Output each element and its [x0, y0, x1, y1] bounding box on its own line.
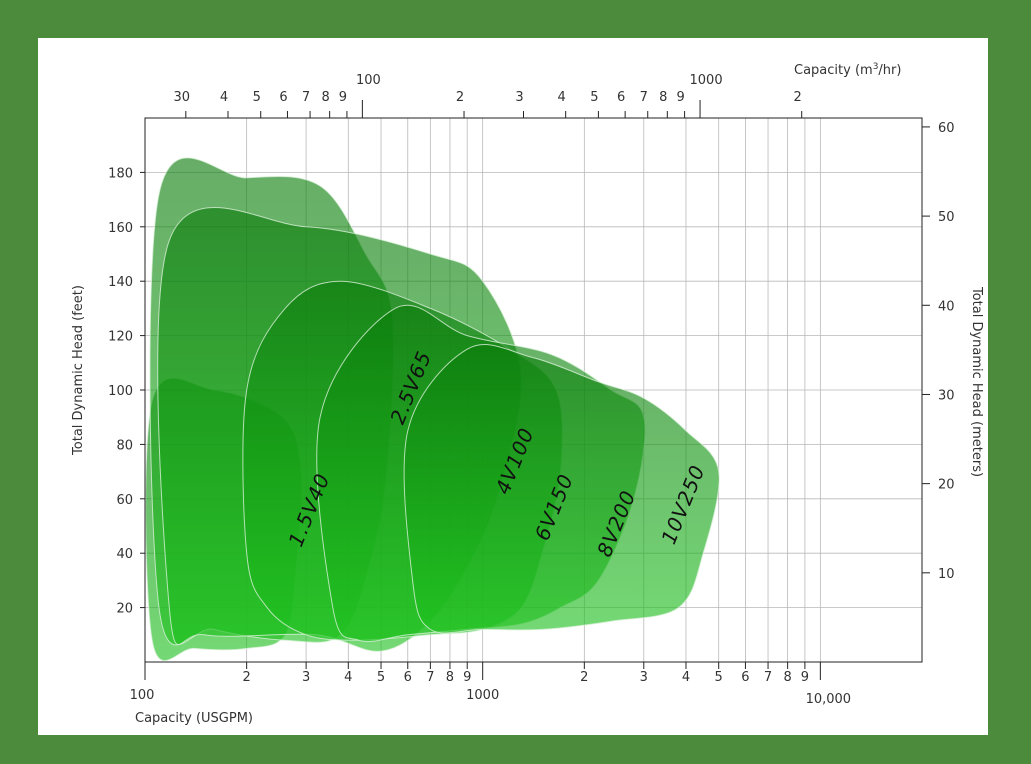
x2-tick-label: 30: [174, 90, 191, 105]
x2-tick-label: 7: [640, 90, 648, 105]
x-tick-label: 8: [446, 670, 454, 685]
y2-tick-label: 60: [938, 121, 955, 136]
x-tick-label: 9: [463, 670, 471, 685]
x2-tick-label: 2: [794, 90, 802, 105]
y-tick-label: 120: [108, 330, 133, 345]
x-tick-label: 2: [580, 670, 588, 685]
y2-tick-label: 10: [938, 567, 955, 582]
x2-tick-label: 4: [558, 90, 566, 105]
x-tick-label: 2: [243, 670, 251, 685]
x-tick-label: 5: [377, 670, 385, 685]
x-tick-label: 9: [801, 670, 809, 685]
axes: [140, 100, 930, 680]
x-tick-label: 7: [764, 670, 772, 685]
y-tick-label: 60: [116, 493, 133, 508]
x-tick-label: 3: [640, 670, 648, 685]
x2-tick-label: 6: [279, 90, 287, 105]
y-axis-title: Total Dynamic Head (feet): [71, 285, 86, 456]
x-tick-label: 1000: [466, 688, 499, 703]
y2-axis-title: Total Dynamic Head (meters): [969, 286, 984, 477]
x2-tick-label: 9: [339, 90, 347, 105]
x-tick-label: 3: [302, 670, 310, 685]
y-tick-label: 80: [116, 438, 133, 453]
x2-tick-label: 100: [356, 73, 381, 88]
y2-tick-label: 30: [938, 388, 955, 403]
region-10v250: [403, 344, 720, 634]
x2-tick-label: 6: [617, 90, 625, 105]
x2-tick-label: 4: [220, 90, 228, 105]
y-tick-label: 40: [116, 547, 133, 562]
x-tick-label: 10,000: [806, 692, 852, 707]
x2-tick-label: 5: [253, 90, 261, 105]
y-tick-label: 20: [116, 602, 133, 617]
x-tick-label: 5: [715, 670, 723, 685]
x-tick-label: 100: [130, 688, 155, 703]
x2-axis-title: Capacity (m3/hr): [794, 62, 901, 78]
x-tick-label: 6: [404, 670, 412, 685]
x-tick-label: 4: [344, 670, 352, 685]
x2-tick-label: 5: [590, 90, 598, 105]
performance-regions: [145, 157, 720, 662]
x2-tick-label: 2: [456, 90, 464, 105]
y2-tick-label: 50: [938, 210, 955, 225]
x-tick-label: 4: [682, 670, 690, 685]
x2-tick-label: 9: [676, 90, 684, 105]
x2-tick-label: 1000: [690, 73, 723, 88]
y-tick-label: 160: [108, 221, 133, 236]
y2-tick-label: 40: [938, 299, 955, 314]
x-tick-label: 6: [741, 670, 749, 685]
x2-tick-label: 8: [659, 90, 667, 105]
x-tick-label: 8: [783, 670, 791, 685]
x-axis-title: Capacity (USGPM): [135, 711, 253, 726]
y-tick-label: 100: [108, 384, 133, 399]
x2-tick-label: 3: [515, 90, 523, 105]
y-tick-label: 180: [108, 166, 133, 181]
y-tick-label: 140: [108, 275, 133, 290]
y2-tick-label: 20: [938, 478, 955, 493]
x-tick-label: 7: [426, 670, 434, 685]
x2-tick-label: 7: [302, 90, 310, 105]
x2-tick-label: 8: [322, 90, 330, 105]
